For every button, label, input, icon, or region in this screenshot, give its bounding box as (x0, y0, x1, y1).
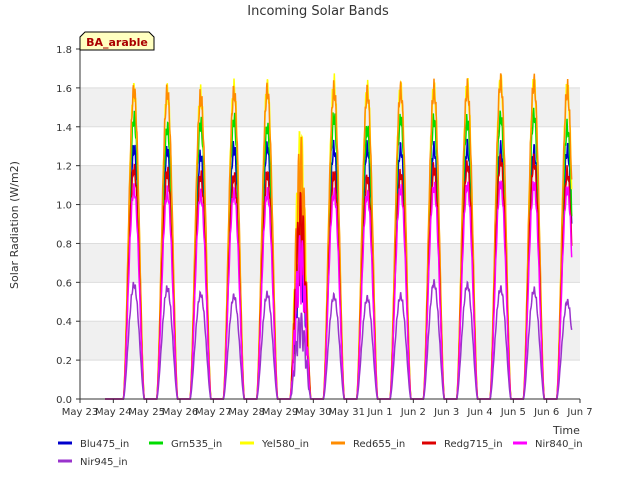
legend-label: Red655_in (353, 439, 405, 450)
station-badge-box (79, 31, 155, 51)
legend-label: Nir840_in (535, 439, 583, 450)
x-tick-label: May 24 (95, 407, 132, 418)
x-tick-label: Jun 7 (566, 407, 592, 418)
y-tick-label: 1.4 (56, 123, 72, 134)
x-tick-label: May 31 (328, 407, 365, 418)
legend-label: Blu475_in (80, 439, 129, 450)
grid-band (80, 87, 580, 127)
y-tick-label: 0.4 (56, 317, 72, 328)
x-tick-label: May 25 (128, 407, 165, 418)
grid-band (80, 49, 580, 88)
y-tick-label: 0.6 (56, 278, 72, 289)
station-badge-label: BA_arable (86, 36, 148, 49)
x-tick-label: May 28 (228, 407, 265, 418)
y-tick-label: 1.8 (56, 45, 72, 56)
y-tick-label: 0.0 (56, 395, 72, 406)
chart-title: Incoming Solar Bands (247, 4, 389, 19)
x-tick-label: May 26 (162, 407, 199, 418)
x-axis-label: Time (552, 424, 580, 437)
y-tick-label: 1.6 (56, 84, 72, 95)
legend-label: Yel580_in (261, 439, 309, 450)
x-tick-label: May 23 (62, 407, 99, 418)
x-tick-label: May 30 (295, 407, 332, 418)
x-tick-label: Jun 3 (433, 407, 459, 418)
y-tick-label: 0.2 (56, 356, 72, 367)
x-tick-label: Jun 1 (366, 407, 392, 418)
station-badge: BA_arable (79, 31, 155, 51)
y-axis-label: Solar Radiation (W/m2) (8, 161, 21, 289)
legend-label: Nir945_in (80, 457, 128, 468)
x-tick-label: Jun 4 (466, 407, 492, 418)
legend-label: Redg715_in (444, 439, 503, 450)
x-tick-label: Jun 6 (533, 407, 559, 418)
legend: Blu475_in Grn535_in Yel580_in Red655_in Redg… (58, 439, 583, 468)
x-tick-label: Jun 2 (400, 407, 426, 418)
y-tick-label: 0.8 (56, 239, 72, 250)
x-tick-label: May 27 (195, 407, 232, 418)
legend-label: Grn535_in (171, 439, 222, 450)
x-tick-label: May 29 (262, 407, 299, 418)
x-tick-label: Jun 5 (500, 407, 526, 418)
y-tick-label: 1.0 (56, 201, 72, 212)
grid-band (80, 360, 580, 399)
y-tick-label: 1.2 (56, 162, 72, 173)
